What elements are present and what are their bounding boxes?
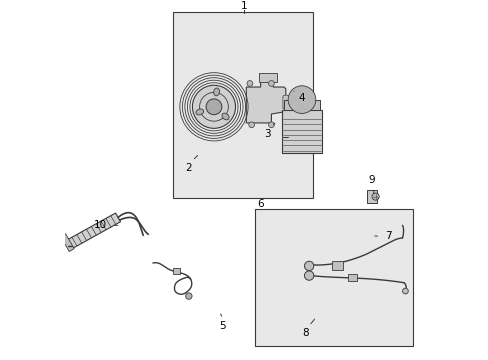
Circle shape (185, 293, 192, 299)
Text: 4: 4 (298, 93, 305, 103)
Text: 1: 1 (241, 1, 247, 11)
Text: 6: 6 (257, 199, 264, 209)
Polygon shape (67, 213, 121, 249)
Circle shape (246, 81, 252, 86)
Text: 3: 3 (264, 129, 271, 139)
Circle shape (199, 93, 228, 121)
Bar (172, 268, 180, 274)
Bar (332, 261, 343, 270)
Text: 7: 7 (384, 231, 391, 241)
Circle shape (268, 122, 274, 128)
Polygon shape (283, 95, 290, 109)
Circle shape (192, 85, 235, 129)
Bar (284, 100, 319, 110)
Bar (258, 73, 276, 82)
Ellipse shape (213, 88, 219, 96)
Text: 2: 2 (185, 163, 192, 173)
Ellipse shape (222, 113, 228, 120)
Text: 5: 5 (219, 321, 226, 331)
Circle shape (304, 271, 313, 280)
Circle shape (371, 193, 378, 200)
Polygon shape (246, 78, 285, 123)
Circle shape (287, 86, 315, 113)
Bar (61, 234, 74, 252)
Text: 8: 8 (302, 328, 308, 338)
Bar (255, 209, 412, 346)
Ellipse shape (196, 109, 203, 115)
Text: 9: 9 (368, 175, 375, 185)
Bar (366, 190, 377, 203)
Circle shape (304, 261, 313, 271)
Circle shape (402, 288, 407, 294)
Circle shape (268, 81, 274, 86)
Text: 10: 10 (94, 220, 107, 230)
Bar (282, 110, 321, 153)
Bar (347, 274, 356, 281)
Bar (172, 12, 312, 198)
Circle shape (248, 122, 254, 128)
Circle shape (205, 99, 222, 115)
